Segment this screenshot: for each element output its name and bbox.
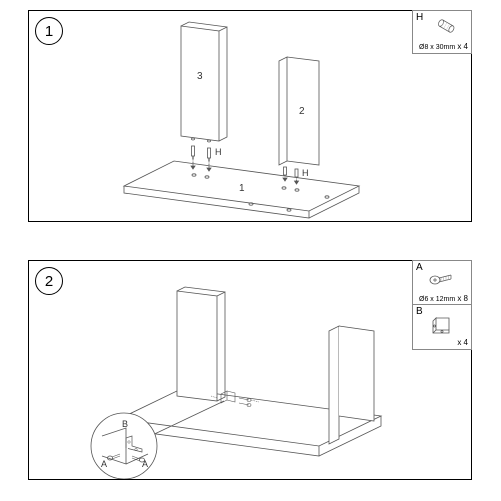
step-1-number-text: 1 bbox=[45, 23, 53, 40]
parts-h-spec: Ø8 x 30mm bbox=[419, 44, 455, 51]
step-2-diagram bbox=[29, 261, 471, 479]
step-2-number: 2 bbox=[35, 267, 63, 295]
step-2-frame: 2 A Ø6 x 12mm x 8 B bbox=[28, 260, 472, 480]
panel-1-label: 1 bbox=[239, 183, 245, 194]
bubble-label-a2: A bbox=[142, 459, 148, 469]
assembly-instructions-page: 1 H Ø8 x 30mm x 4 bbox=[0, 0, 501, 501]
parts-box-b: B x 4 bbox=[412, 304, 472, 350]
parts-box-h: H Ø8 x 30mm x 4 bbox=[412, 10, 472, 54]
dowel-marker-h2: H bbox=[302, 168, 309, 178]
step-2-number-text: 2 bbox=[45, 273, 53, 290]
parts-h-qty: x 4 bbox=[457, 42, 468, 51]
step-1-frame: 1 H Ø8 x 30mm x 4 bbox=[28, 10, 472, 222]
dowel-marker-h1: H bbox=[215, 147, 222, 157]
step-1-diagram bbox=[29, 11, 471, 221]
step-1-number: 1 bbox=[35, 17, 63, 45]
parts-a-spec: Ø6 x 12mm bbox=[419, 296, 455, 303]
panel-3-label: 3 bbox=[197, 71, 203, 82]
panel-2-label: 2 bbox=[299, 106, 305, 117]
bubble-label-a1: A bbox=[101, 459, 107, 469]
parts-a-qty: x 8 bbox=[457, 294, 468, 303]
parts-b-qty: x 4 bbox=[457, 338, 468, 347]
bubble-label-b: B bbox=[122, 419, 128, 429]
parts-box-a: A Ø6 x 12mm x 8 bbox=[412, 260, 472, 306]
